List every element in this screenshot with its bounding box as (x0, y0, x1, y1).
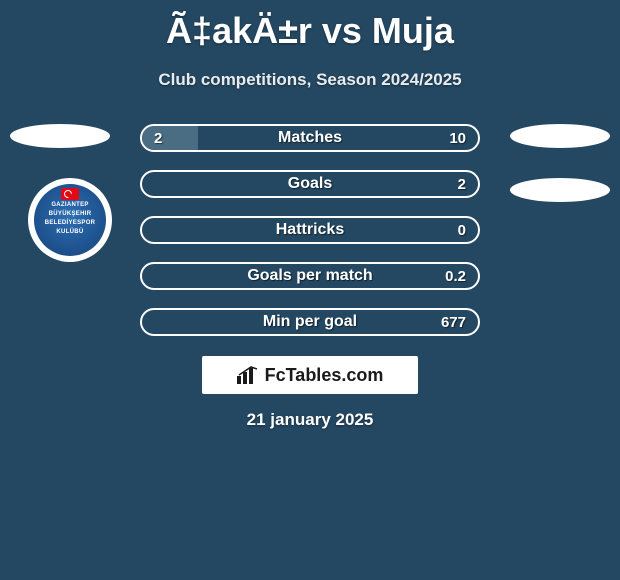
club-badge-line3: BELEDİYESPOR (45, 220, 96, 227)
stat-label: Hattricks (142, 218, 478, 242)
player-photo-placeholder-right-1 (510, 124, 610, 148)
page-subtitle: Club competitions, Season 2024/2025 (0, 70, 620, 90)
bar-chart-icon (237, 366, 259, 384)
page-title: Ã‡akÄ±r vs Muja (0, 0, 620, 52)
brand-link[interactable]: FcTables.com (202, 356, 418, 394)
player-photo-placeholder-right-2 (510, 178, 610, 202)
club-badge-inner: GAZIANTEP BÜYÜKŞEHIR BELEDİYESPOR KULÜBÜ (34, 184, 106, 256)
brand-text: FcTables.com (265, 365, 384, 386)
stat-label: Matches (142, 126, 478, 150)
club-badge-line4: KULÜBÜ (56, 229, 83, 236)
stat-value-right: 0.2 (445, 264, 466, 288)
turkey-flag-icon (61, 188, 79, 200)
stat-bar-matches: 2 Matches 10 (140, 124, 480, 152)
stat-label: Goals per match (142, 264, 478, 288)
stat-label: Min per goal (142, 310, 478, 334)
stat-bar-hattricks: Hattricks 0 (140, 216, 480, 244)
stat-bar-goals-per-match: Goals per match 0.2 (140, 262, 480, 290)
club-badge-line2: BÜYÜKŞEHIR (49, 211, 92, 218)
stat-value-right: 10 (449, 126, 466, 150)
club-badge-line1: GAZIANTEP (51, 202, 88, 209)
stat-bars: 2 Matches 10 Goals 2 Hattricks 0 Goals p… (140, 124, 480, 354)
stat-bar-goals: Goals 2 (140, 170, 480, 198)
stat-bar-min-per-goal: Min per goal 677 (140, 308, 480, 336)
stat-label: Goals (142, 172, 478, 196)
stat-value-right: 677 (441, 310, 466, 334)
club-badge: GAZIANTEP BÜYÜKŞEHIR BELEDİYESPOR KULÜBÜ (28, 178, 112, 262)
stat-value-right: 2 (458, 172, 466, 196)
stat-value-right: 0 (458, 218, 466, 242)
player-photo-placeholder-left (10, 124, 110, 148)
date-label: 21 january 2025 (0, 410, 620, 430)
